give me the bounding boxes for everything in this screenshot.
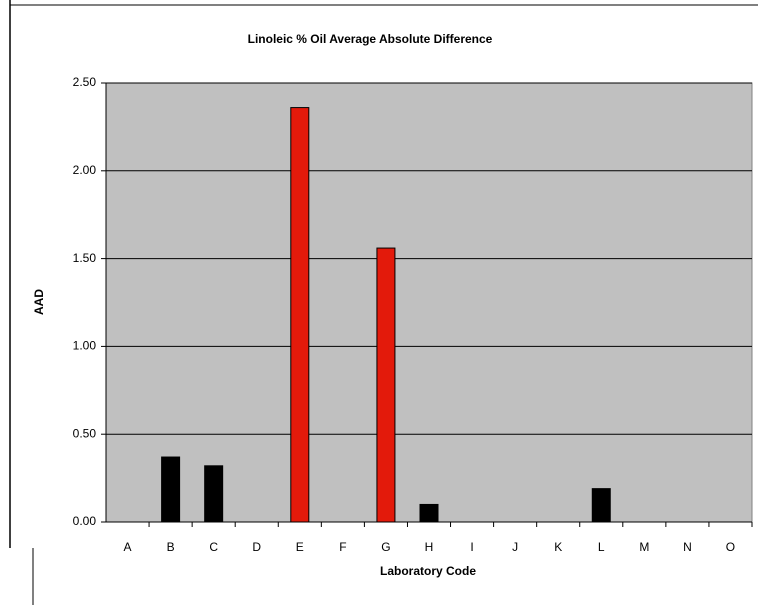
x-tick-label: F	[339, 540, 346, 554]
y-tick-label: 2.50	[73, 75, 97, 89]
x-tick-label: J	[512, 540, 518, 554]
x-tick-label: K	[554, 540, 562, 554]
x-tick-label: B	[167, 540, 175, 554]
x-tick-label: C	[209, 540, 218, 554]
x-tick-label: N	[683, 540, 692, 554]
x-tick-label: O	[726, 540, 735, 554]
x-tick-label: L	[598, 540, 605, 554]
bar	[161, 456, 181, 523]
bar	[591, 488, 611, 523]
y-tick-label: 1.00	[73, 339, 97, 353]
x-axis-title: Laboratory Code	[380, 564, 476, 578]
x-tick-label: D	[252, 540, 261, 554]
chart-title: Linoleic % Oil Average Absolute Differen…	[248, 32, 493, 46]
x-tick-label: E	[296, 540, 304, 554]
plot-area	[105, 82, 753, 523]
y-axis-title: AAD	[32, 289, 46, 315]
y-tick-label: 1.50	[73, 251, 97, 265]
bar	[419, 503, 439, 523]
x-tick-label: A	[124, 540, 132, 554]
bar	[290, 107, 310, 523]
y-tick-label: 0.00	[73, 514, 97, 528]
y-tick-label: 0.50	[73, 426, 97, 440]
y-tick-label: 2.00	[73, 163, 97, 177]
bar	[204, 465, 224, 523]
x-tick-label: G	[381, 540, 390, 554]
bar	[376, 247, 396, 523]
x-tick-label: I	[470, 540, 473, 554]
x-tick-label: H	[425, 540, 434, 554]
x-tick-label: M	[639, 540, 649, 554]
